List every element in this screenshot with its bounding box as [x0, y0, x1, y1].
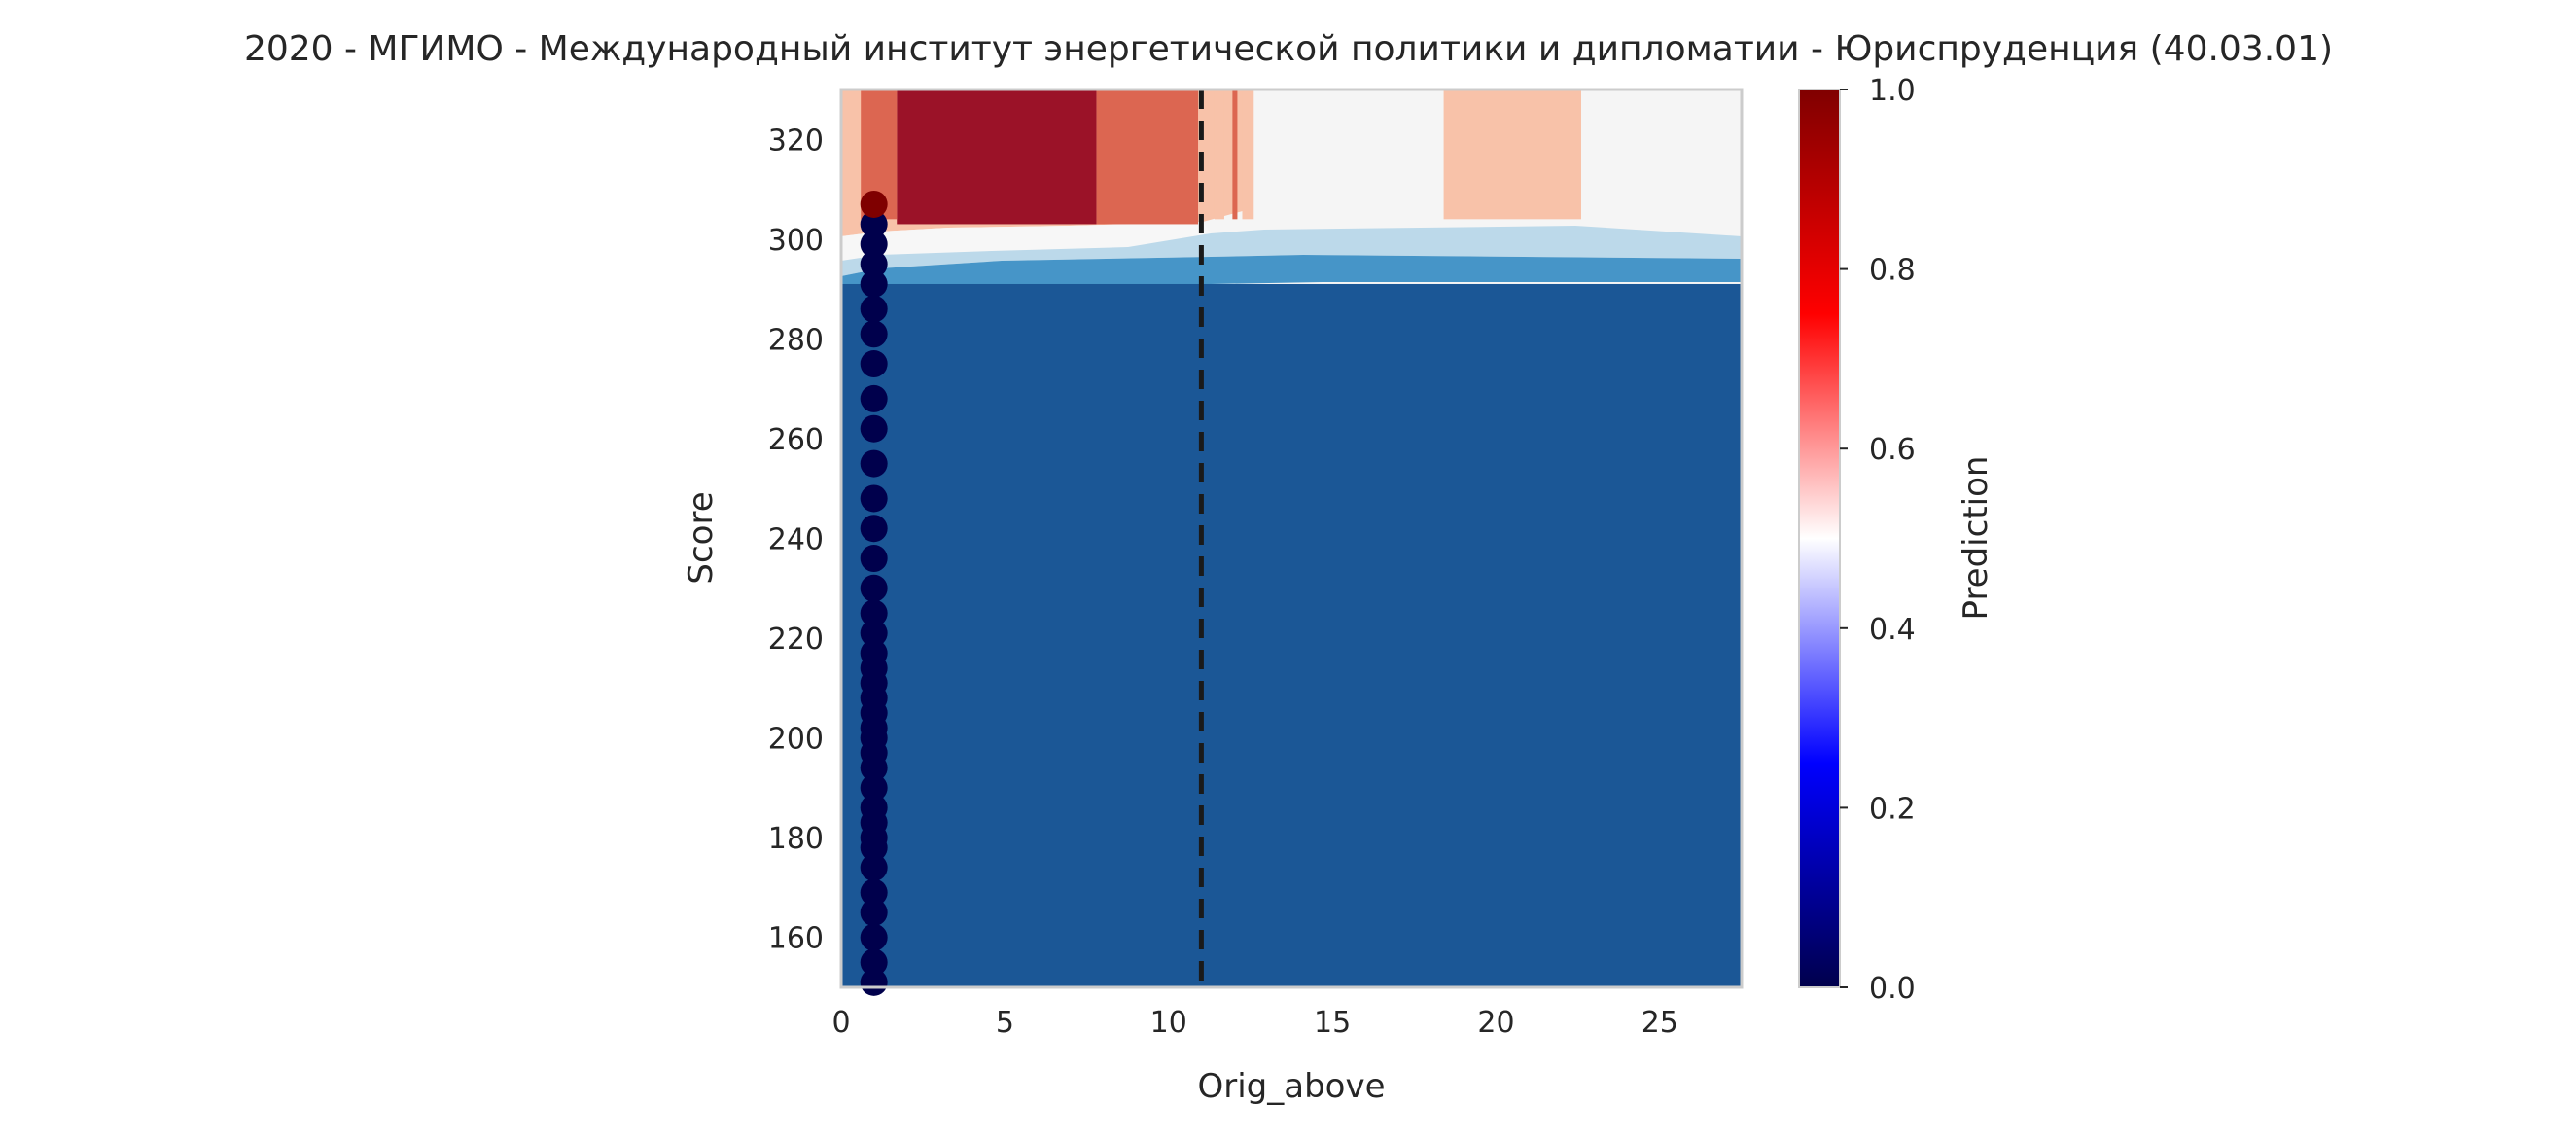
scatter-point: [860, 250, 888, 278]
scatter-point: [860, 269, 888, 298]
x-tick-label: 5: [996, 1006, 1014, 1040]
scatter-point: [860, 899, 888, 927]
y-tick-label: 200: [768, 723, 824, 757]
x-tick-label: 0: [831, 1006, 850, 1040]
contour-band-pale-blue: [841, 226, 1742, 276]
x-axis-label: Orig_above: [1197, 1067, 1385, 1106]
contour-region-4: [841, 283, 1742, 987]
y-tick-label: 220: [768, 623, 824, 657]
scatter-point: [860, 619, 888, 647]
scatter-point: [860, 190, 888, 218]
overlay-layer: [1198, 89, 1254, 987]
y-tick-label: 260: [768, 423, 824, 457]
y-axis-label: Score: [682, 491, 721, 584]
plot-frame: [839, 88, 1744, 989]
points-layer: [860, 190, 888, 996]
y-tick-label: 280: [768, 323, 824, 357]
colorbar: [1798, 89, 1841, 988]
colorbar-tick-label: 0.8: [1869, 254, 1916, 288]
x-axis-ticks: 0 5 10 15 20 25: [831, 1006, 1677, 1040]
chart-title: 2020 - МГИМО - Международный институт эн…: [244, 29, 2333, 69]
contour-stripe-0: [1214, 89, 1224, 220]
colorbar-tick-label: 0.2: [1869, 792, 1916, 826]
y-tick-label: 240: [768, 523, 824, 557]
scatter-point: [860, 599, 888, 627]
scatter-point: [860, 350, 888, 378]
scatter-point: [860, 574, 888, 602]
scatter-point: [860, 968, 888, 996]
scatter-point: [860, 639, 888, 667]
region-layer: [841, 89, 1742, 987]
y-tick-label: 160: [768, 922, 824, 956]
y-axis-ticks: 160 180 200 220 240 260 280 300 320: [768, 124, 824, 955]
contour-region-0: [897, 89, 1097, 225]
contour-region-3: [1443, 89, 1582, 220]
colorbar-tick-label: 1.0: [1869, 74, 1916, 108]
scatter-point: [860, 414, 888, 443]
scatter-point: [860, 923, 888, 951]
scatter-point: [860, 794, 888, 822]
scatter-point: [860, 773, 888, 802]
x-tick-label: 15: [1314, 1006, 1351, 1040]
contour-region-2: [1096, 89, 1199, 225]
scatter-point: [860, 878, 888, 907]
contour-stripe-1: [1232, 89, 1238, 220]
scatter-point: [860, 384, 888, 412]
scatter-point: [860, 449, 888, 478]
y-tick-label: 300: [768, 224, 824, 258]
contour-stripe-2: [1242, 89, 1254, 220]
scatter-point: [860, 853, 888, 881]
scatter-point: [860, 948, 888, 977]
scatter-point: [860, 295, 888, 323]
x-tick-label: 25: [1641, 1006, 1678, 1040]
x-tick-label: 10: [1150, 1006, 1187, 1040]
colorbar-label: Prediction: [1957, 456, 1995, 621]
scatter-point: [860, 545, 888, 573]
y-tick-label: 320: [768, 124, 824, 158]
colorbar-tick-label: 0.4: [1869, 613, 1916, 647]
scatter-point: [860, 320, 888, 348]
contour-band-white: [841, 222, 1211, 261]
scatter-point: [860, 230, 888, 258]
colorbar-ticks: 0.0 0.2 0.4 0.6 0.8 1.0: [1840, 74, 1916, 1006]
x-tick-label: 20: [1477, 1006, 1514, 1040]
colorbar-tick-label: 0.6: [1869, 433, 1916, 467]
scatter-point: [860, 484, 888, 513]
scatter-point: [860, 515, 888, 543]
scatter-point: [860, 210, 888, 238]
contour-band-mid-blue: [841, 255, 1742, 290]
y-tick-label: 180: [768, 822, 824, 856]
colorbar-tick-label: 0.0: [1869, 972, 1916, 1006]
